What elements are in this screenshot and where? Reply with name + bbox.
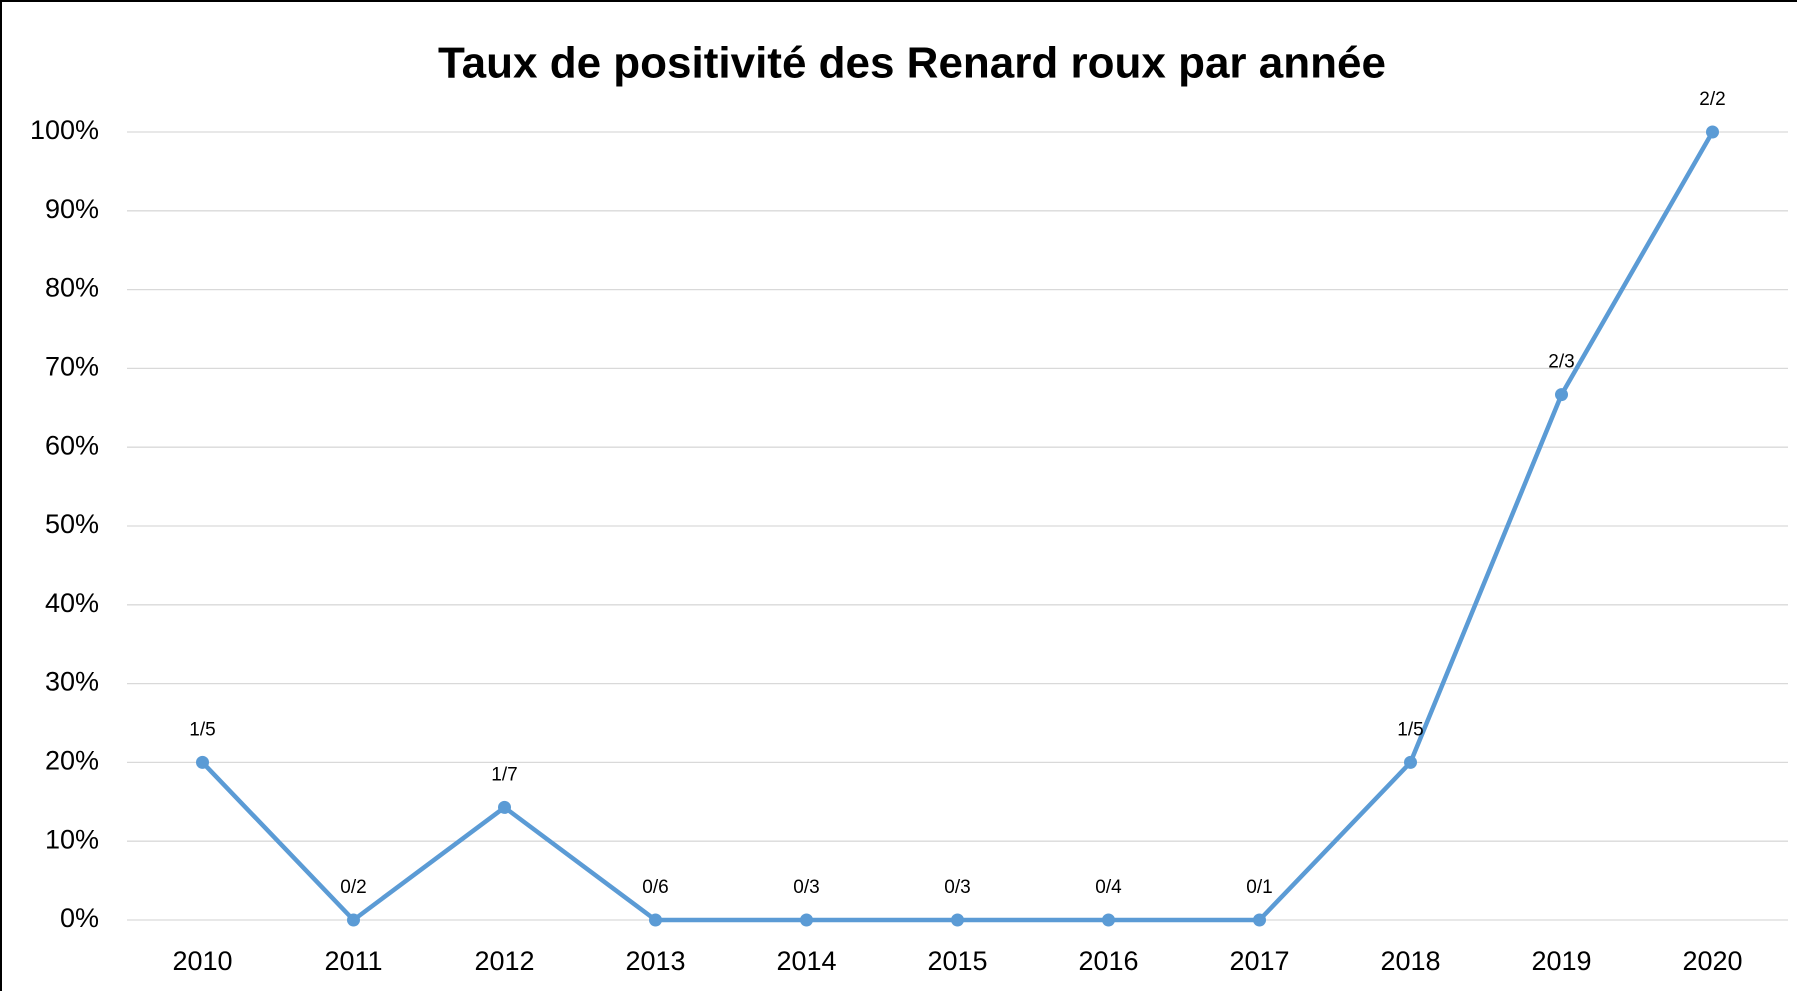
- data-point: [1102, 913, 1115, 927]
- y-tick-label: 10%: [45, 824, 99, 854]
- x-tick-label: 2017: [1229, 946, 1289, 976]
- y-tick-label: 60%: [45, 430, 99, 460]
- data-point: [1706, 125, 1719, 139]
- y-tick-label: 100%: [30, 115, 99, 145]
- data-label: 0/1: [1246, 877, 1272, 898]
- y-tick-label: 0%: [60, 903, 99, 933]
- data-point: [498, 800, 511, 814]
- data-point: [800, 913, 813, 927]
- data-point: [196, 755, 209, 769]
- chart-title: Taux de positivité des Renard roux par a…: [438, 39, 1386, 88]
- y-tick-label: 40%: [45, 588, 99, 618]
- data-point: [951, 913, 964, 927]
- data-label: 0/6: [642, 877, 668, 898]
- data-point: [347, 913, 360, 927]
- x-tick-label: 2012: [474, 946, 534, 976]
- data-label: 1/7: [491, 764, 517, 785]
- data-label: 1/5: [189, 719, 215, 740]
- data-label: 1/5: [1397, 719, 1423, 740]
- y-tick-label: 30%: [45, 667, 99, 697]
- x-tick-label: 2014: [776, 946, 836, 976]
- x-tick-label: 2018: [1380, 946, 1440, 976]
- data-label: 0/4: [1095, 877, 1122, 898]
- x-tick-label: 2013: [625, 946, 685, 976]
- data-point: [1404, 755, 1417, 769]
- data-label: 0/3: [944, 877, 970, 898]
- y-tick-label: 80%: [45, 273, 99, 303]
- data-label: 0/2: [340, 877, 366, 898]
- x-tick-label: 2010: [172, 946, 232, 976]
- x-tick-label: 2020: [1682, 946, 1742, 976]
- y-tick-label: 90%: [45, 194, 99, 224]
- data-label: 2/3: [1548, 352, 1574, 373]
- y-tick-label: 50%: [45, 509, 99, 539]
- data-label: 0/3: [793, 877, 819, 898]
- data-point: [1253, 913, 1266, 927]
- data-point: [1555, 388, 1568, 402]
- data-label: 2/2: [1699, 89, 1725, 110]
- y-tick-label: 70%: [45, 352, 99, 382]
- x-tick-label: 2016: [1078, 946, 1138, 976]
- data-point: [649, 913, 662, 927]
- x-tick-label: 2019: [1531, 946, 1591, 976]
- x-tick-label: 2011: [324, 946, 382, 976]
- x-tick-label: 2015: [927, 946, 987, 976]
- y-tick-label: 20%: [45, 746, 99, 776]
